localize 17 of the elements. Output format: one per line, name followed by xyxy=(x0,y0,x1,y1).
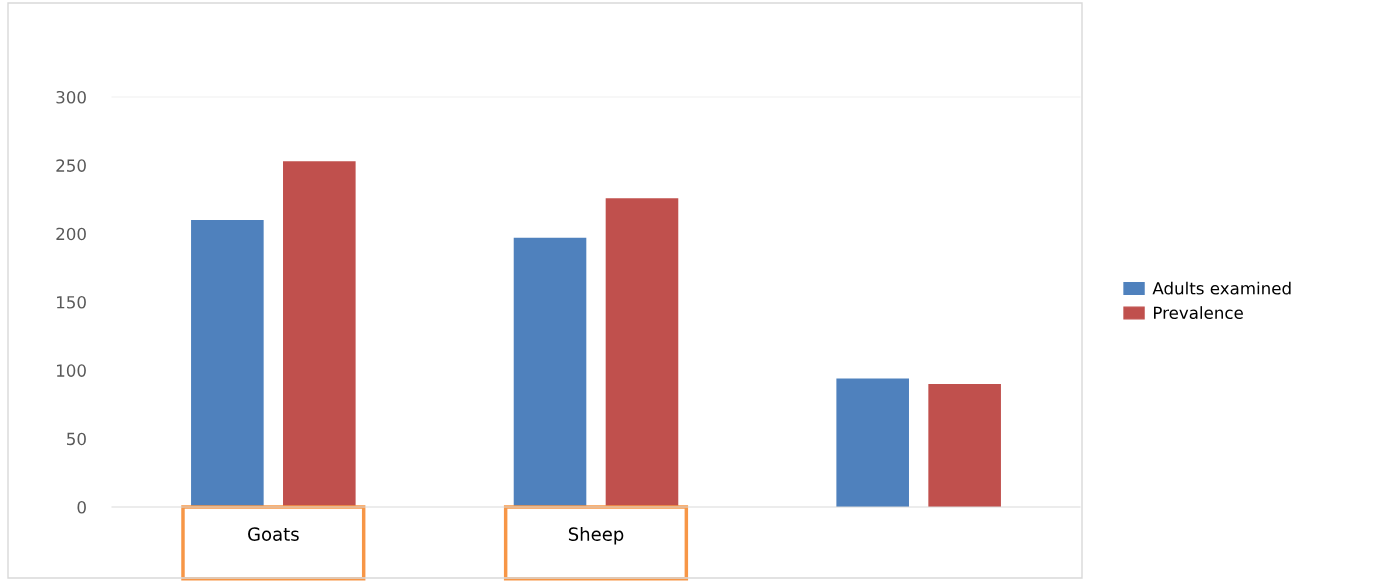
bar xyxy=(836,378,909,507)
y-tick-label: 250 xyxy=(56,159,86,172)
bar xyxy=(191,220,264,507)
y-tick-label: 200 xyxy=(56,227,86,241)
y-tick-label: 300 xyxy=(56,90,86,104)
y-tick-label: 150 xyxy=(57,295,86,309)
y-tick-label: 0 xyxy=(77,500,86,514)
y-tick-label: 50 xyxy=(67,432,86,446)
bar xyxy=(928,384,1001,507)
bar xyxy=(283,161,356,507)
legend-label: Adults examined xyxy=(1152,281,1291,295)
bar xyxy=(513,237,587,507)
x-tick-label: Sheep xyxy=(568,526,624,545)
x-tick-label: Goats xyxy=(248,527,299,541)
y-tick-label: 100 xyxy=(57,364,86,377)
legend-label: Prevalence xyxy=(1154,306,1243,320)
bar xyxy=(605,198,679,507)
